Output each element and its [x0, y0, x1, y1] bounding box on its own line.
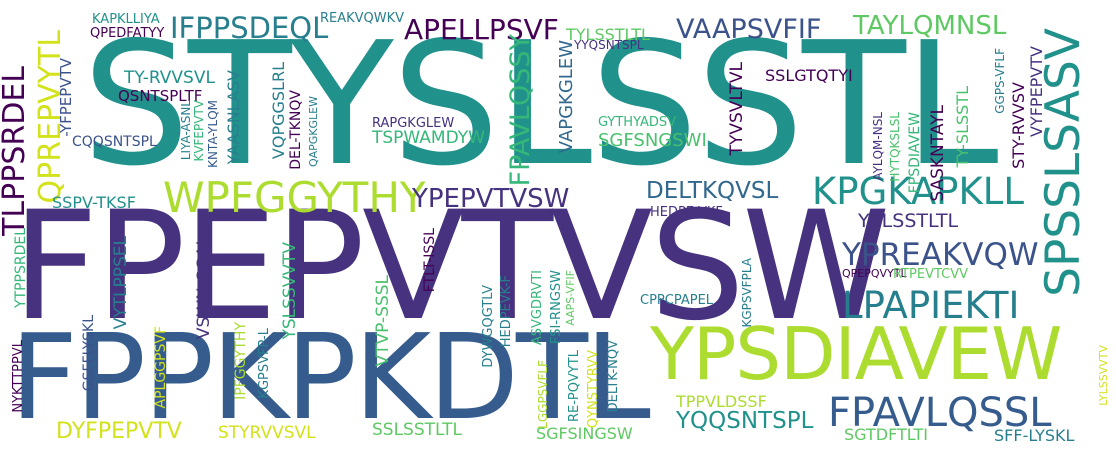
word: SPSSLSASV [1036, 28, 1091, 297]
word: SGTDFTLTI [844, 425, 928, 444]
word: VAAPSVFIF [676, 14, 822, 45]
word: SASKNTAYL [928, 105, 948, 202]
word: GGPS-VFLF [993, 48, 1007, 114]
word: DYWGQGTLV [481, 285, 496, 368]
word: TPPVLDSSF [676, 392, 767, 411]
word: YTPPSRDEL [13, 228, 29, 309]
word: KAPKLLIYA [92, 12, 160, 27]
word: QPEDFATYY [90, 26, 165, 41]
word: KGPSVFP-L [257, 328, 272, 399]
word: QAPGKGLEW [307, 96, 320, 168]
word: RAPGKGLEW [372, 116, 455, 131]
word: AYLQM-NSL [871, 112, 885, 181]
word: TY-RVVSVL [124, 68, 215, 88]
word: YAASNLASV [224, 70, 243, 165]
word: HYTQKSLSL [888, 112, 902, 182]
word: CPPCPAPEL [640, 293, 714, 308]
word: DELTK-NQV [606, 340, 621, 413]
word: APELLPSVF [404, 13, 559, 46]
word: VQPGGSLRL [269, 62, 288, 160]
word: SGFSNGSWI [598, 130, 707, 151]
word: LYLSSVVTV [1097, 345, 1110, 406]
word: DELTKQVSL [646, 178, 779, 204]
word: YQQSNTSPL [676, 408, 814, 434]
word: KGPSVFPLA [740, 258, 754, 328]
word: FPAVLQSSY [505, 34, 536, 187]
word: HEDPEVK-F [499, 275, 514, 348]
word: APLGGPSVF [153, 326, 169, 409]
word: YPSDIAVEW [650, 312, 1062, 396]
word: -YFPEPVTV [57, 58, 75, 137]
word: VAPGKGLEW [556, 40, 577, 154]
word: NYKTTPPVL [11, 340, 26, 413]
word: CQQSNTSPL [72, 134, 157, 150]
word: DYFPEPVTV [56, 419, 182, 444]
word: STY-RVVSV [1009, 82, 1028, 169]
word: WPFGGYTHY [163, 173, 426, 222]
word: FPSDIAVEW [907, 112, 923, 194]
word: YPEPVTVSW [412, 184, 570, 214]
word: REAKVQWKV [320, 11, 405, 26]
word: FTLT-ISSL [422, 228, 438, 293]
word: STYSLSSTL [82, 6, 999, 204]
word: RE-PQVYTL [567, 350, 582, 423]
word: STYRVVSVL [218, 423, 316, 443]
word: TYLSSTLTL [566, 25, 650, 44]
word: QSNTSPLTF [118, 87, 203, 105]
word: LGGPSVFLF [536, 360, 550, 429]
word: SGFSINGSW [536, 424, 633, 443]
word: HEDPE-VKF [650, 205, 723, 220]
word: TSPWAMDYW [372, 128, 485, 148]
word: TY-SLSSTL [953, 86, 972, 168]
word: FSI-RNGSW [549, 270, 564, 344]
word: SFF-LYSKL [994, 426, 1075, 445]
word: LPAPIEKTI [842, 284, 1020, 327]
word: RTPEVTCVV [893, 267, 969, 282]
word: ASVGDRVTI [530, 270, 545, 346]
word: FPEPVTVSW [12, 180, 890, 354]
word: QPEPQVYTL [842, 267, 907, 280]
word: KVFEPVTV [192, 100, 206, 162]
word: FPPKPKDTL [10, 308, 651, 446]
word: TLPPSRDEL [0, 66, 32, 236]
word: FPAVLQSSL [828, 390, 1052, 436]
word: QYNSTYRVV [586, 350, 601, 429]
word: VYTLPPSEL [111, 236, 131, 330]
word: YYQSNTSPL [574, 38, 644, 52]
word: GSFFLYSKL [81, 315, 97, 392]
word: IFPPSDEQL [170, 11, 329, 45]
word: AAPS-VFIF [564, 270, 577, 326]
word: YSLSSTLTL [858, 210, 959, 232]
word: IPFGGYTHY [233, 322, 249, 400]
word: SSPV-TKSF [52, 193, 136, 212]
word: VSWN-SGAL [194, 236, 214, 340]
word: KPGKAPKLL [812, 170, 1024, 213]
word: SSLSSTLTL [372, 420, 463, 440]
word: YPREAKVQW [842, 237, 1039, 273]
word: TYVSVLTVL [727, 62, 747, 156]
word: VTVP-SSSL [373, 275, 393, 367]
word: VYFPEPVTV [1027, 46, 1046, 137]
word: SSLGTQTYI [765, 66, 853, 85]
word: LIYA-ASNL [179, 100, 193, 161]
word: YSLSSVVTV [280, 242, 300, 340]
word: GYTHYADSV [598, 115, 677, 130]
word: DEL-TKNQV [288, 90, 304, 170]
word: KNTA-YLQM [206, 100, 220, 168]
word: TAYLQMNSL [853, 11, 1007, 41]
